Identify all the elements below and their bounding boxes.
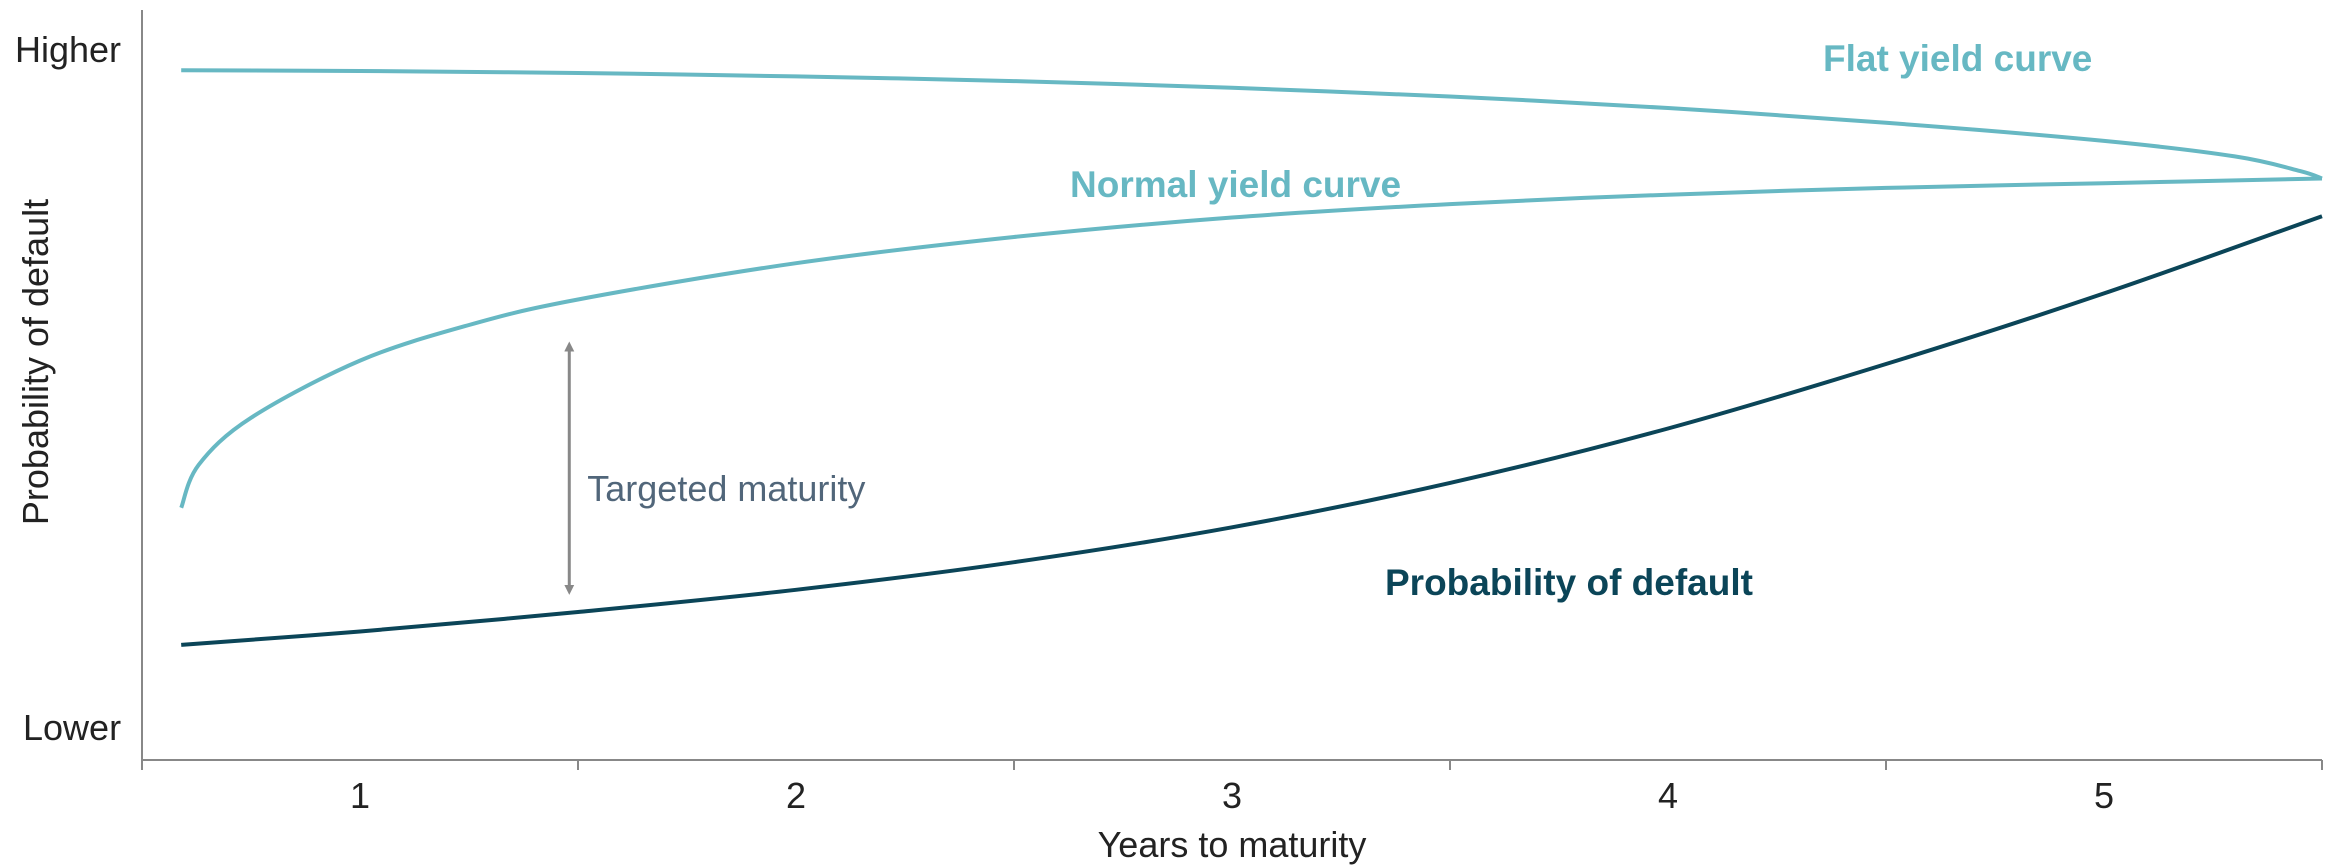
flat-yield-curve-label: Flat yield curve	[1823, 38, 2092, 79]
axes	[141, 10, 2322, 761]
flat-yield-curve-line	[181, 68, 2323, 181]
x-tick-label: 4	[1658, 775, 1678, 816]
probability-of-default-label: Probability of default	[1385, 562, 1753, 603]
normal-yield-curve-label: Normal yield curve	[1070, 164, 1401, 205]
x-tick-label: 1	[350, 775, 370, 816]
y-axis-title: Probability of default	[15, 199, 56, 525]
targeted-maturity-label: Targeted maturity	[587, 468, 865, 509]
x-axis-title: Years to maturity	[1098, 824, 1367, 865]
x-tick-label: 3	[1222, 775, 1242, 816]
series-lines	[179, 68, 2323, 647]
normal-yield-curve-line	[179, 176, 2323, 509]
x-tick-label: 5	[2094, 775, 2114, 816]
x-tick-label: 2	[786, 775, 806, 816]
x-tick-labels: 1 2 3 4 5	[350, 775, 2114, 816]
probability-of-default-line	[181, 214, 2323, 647]
x-ticks	[141, 760, 2323, 770]
y-axis-bottom-label: Lower	[23, 707, 121, 748]
y-axis-top-label: Higher	[15, 29, 121, 70]
